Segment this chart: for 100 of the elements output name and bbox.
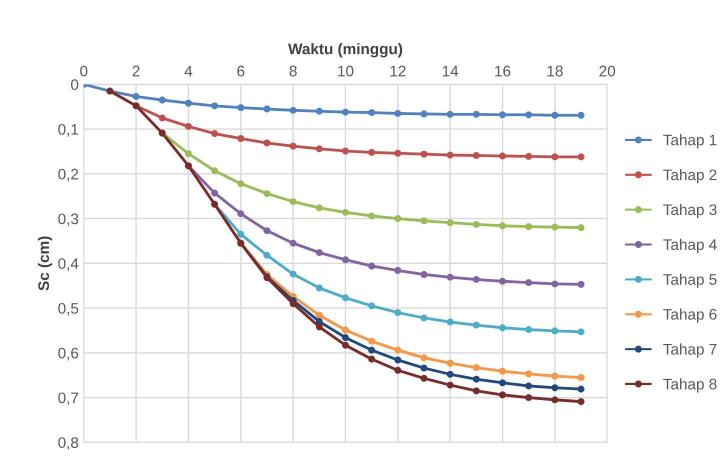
point: [472, 220, 480, 228]
point: [420, 150, 428, 158]
x-tick-label: 14: [442, 66, 458, 76]
point: [446, 360, 454, 367]
point: [578, 224, 584, 232]
point: [578, 153, 584, 160]
point: [290, 300, 297, 308]
y-tick-label: 0,8: [58, 437, 78, 450]
point: [263, 140, 270, 146]
y-tick-label: 0,1: [58, 124, 78, 137]
point: [551, 327, 558, 334]
point: [420, 354, 428, 362]
point: [499, 324, 506, 332]
point: [316, 284, 323, 292]
point: [525, 326, 532, 334]
point: [394, 346, 402, 354]
point: [578, 328, 584, 336]
point: [263, 105, 270, 112]
legend-label: Tahap 1: [663, 134, 716, 148]
point: [342, 108, 349, 116]
point: [211, 167, 218, 174]
point: [184, 122, 192, 130]
point: [368, 346, 376, 354]
legend-label: Tahap 6: [663, 308, 717, 323]
point: [394, 366, 402, 374]
x-tick-label: 10: [338, 66, 354, 76]
point: [316, 323, 323, 330]
point: [211, 190, 218, 197]
point: [420, 217, 428, 224]
point: [446, 219, 454, 226]
x-tick-label: 0: [80, 66, 88, 76]
legend-label: Tahap 3: [663, 204, 717, 218]
point: [368, 338, 376, 345]
x-axis-title: Waktu (minggu): [288, 43, 402, 58]
point: [342, 208, 349, 216]
point: [237, 104, 244, 112]
point: [551, 112, 558, 119]
point: [446, 382, 454, 389]
point: [368, 212, 376, 220]
point: [499, 379, 506, 386]
point: [551, 153, 558, 160]
legend-label: Tahap 4: [663, 238, 717, 254]
point: [551, 384, 558, 392]
point: [499, 111, 506, 118]
point: [342, 342, 349, 349]
point: [525, 279, 532, 286]
point: [446, 318, 454, 326]
point: [446, 110, 454, 118]
point: [578, 386, 584, 393]
point: [342, 256, 349, 264]
point: [525, 223, 532, 230]
point: [263, 227, 270, 234]
point: [525, 152, 532, 160]
point: [446, 274, 454, 281]
point: [290, 106, 297, 114]
x-tick-label: 4: [184, 66, 192, 76]
legend-label: Tahap 7: [663, 343, 716, 358]
y-tick-label: 0,6: [58, 348, 78, 360]
x-tick-label: 6: [237, 66, 244, 76]
point: [499, 222, 506, 230]
x-tick-label: 8: [290, 66, 297, 76]
point: [472, 322, 480, 329]
point: [446, 370, 454, 378]
point: [578, 398, 584, 406]
point: [368, 302, 376, 310]
point: [551, 224, 558, 231]
point: [290, 198, 297, 206]
point: [237, 230, 244, 238]
point: [551, 372, 558, 380]
point: [420, 271, 428, 278]
point: [499, 368, 506, 375]
point: [499, 391, 506, 398]
legend-label: Tahap 2: [663, 169, 716, 184]
point: [499, 152, 506, 160]
point: [525, 111, 532, 118]
point: [342, 334, 349, 342]
point: [368, 356, 376, 363]
point: [525, 370, 532, 378]
point: [184, 100, 192, 107]
point: [368, 148, 376, 156]
point: [551, 280, 558, 288]
point: [211, 130, 218, 138]
point: [525, 394, 532, 402]
point: [342, 148, 349, 155]
point: [472, 376, 480, 383]
point: [472, 152, 480, 159]
x-tick-label: 16: [495, 66, 510, 76]
point: [499, 278, 506, 285]
point: [342, 294, 349, 302]
x-tick-label: 2: [132, 66, 140, 76]
point: [394, 309, 402, 316]
point: [237, 180, 244, 188]
point: [316, 145, 323, 152]
y-tick-label: 0,3: [58, 213, 78, 226]
point: [211, 102, 218, 110]
point: [316, 108, 323, 115]
point: [472, 387, 480, 394]
y-tick-label: 0,7: [58, 392, 78, 406]
point: [420, 374, 428, 382]
y-axis-title: Sc (cm): [38, 236, 52, 290]
